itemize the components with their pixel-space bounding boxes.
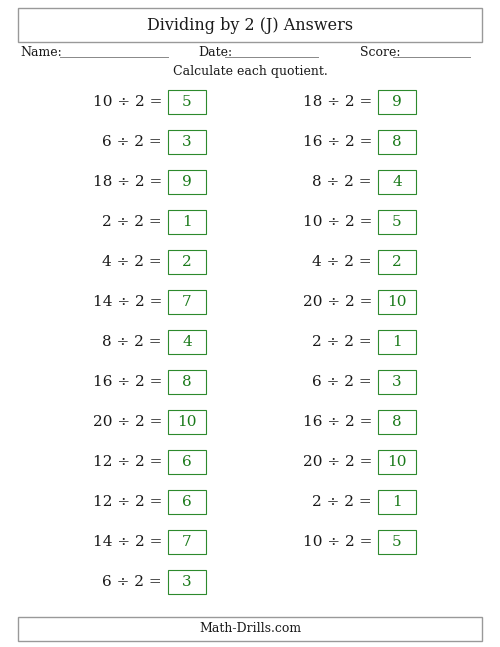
FancyBboxPatch shape: [168, 490, 206, 514]
Text: 6 ÷ 2 =: 6 ÷ 2 =: [102, 135, 162, 149]
Text: 12 ÷ 2 =: 12 ÷ 2 =: [92, 495, 162, 509]
Text: Dividing by 2 (J) Answers: Dividing by 2 (J) Answers: [147, 17, 353, 34]
Text: 8: 8: [392, 415, 402, 429]
Text: 3: 3: [182, 575, 192, 589]
Text: 6 ÷ 2 =: 6 ÷ 2 =: [312, 375, 372, 389]
Text: 10: 10: [387, 295, 407, 309]
Text: 2 ÷ 2 =: 2 ÷ 2 =: [312, 495, 372, 509]
Text: 3: 3: [182, 135, 192, 149]
Text: 1: 1: [392, 335, 402, 349]
FancyBboxPatch shape: [378, 170, 416, 194]
Text: 20 ÷ 2 =: 20 ÷ 2 =: [92, 415, 162, 429]
Text: 8: 8: [182, 375, 192, 389]
FancyBboxPatch shape: [378, 90, 416, 114]
Text: 8 ÷ 2 =: 8 ÷ 2 =: [312, 175, 372, 189]
FancyBboxPatch shape: [18, 617, 482, 641]
FancyBboxPatch shape: [378, 530, 416, 554]
FancyBboxPatch shape: [168, 290, 206, 314]
Text: 4: 4: [392, 175, 402, 189]
Text: 2 ÷ 2 =: 2 ÷ 2 =: [102, 215, 162, 229]
Text: Score:: Score:: [360, 45, 401, 58]
FancyBboxPatch shape: [168, 210, 206, 234]
Text: 2: 2: [392, 255, 402, 269]
FancyBboxPatch shape: [378, 210, 416, 234]
Text: 7: 7: [182, 535, 192, 549]
Text: 8: 8: [392, 135, 402, 149]
FancyBboxPatch shape: [378, 450, 416, 474]
Text: 6 ÷ 2 =: 6 ÷ 2 =: [102, 575, 162, 589]
Text: 5: 5: [392, 535, 402, 549]
FancyBboxPatch shape: [378, 250, 416, 274]
Text: 7: 7: [182, 295, 192, 309]
FancyBboxPatch shape: [168, 90, 206, 114]
Text: 18 ÷ 2 =: 18 ÷ 2 =: [303, 95, 372, 109]
Text: 1: 1: [392, 495, 402, 509]
Text: 12 ÷ 2 =: 12 ÷ 2 =: [92, 455, 162, 469]
FancyBboxPatch shape: [168, 530, 206, 554]
FancyBboxPatch shape: [168, 250, 206, 274]
Text: 4: 4: [182, 335, 192, 349]
Text: 4 ÷ 2 =: 4 ÷ 2 =: [312, 255, 372, 269]
Text: 1: 1: [182, 215, 192, 229]
Text: 9: 9: [392, 95, 402, 109]
Text: 10: 10: [177, 415, 197, 429]
Text: 4 ÷ 2 =: 4 ÷ 2 =: [102, 255, 162, 269]
Text: 2 ÷ 2 =: 2 ÷ 2 =: [312, 335, 372, 349]
Text: 3: 3: [392, 375, 402, 389]
Text: 5: 5: [392, 215, 402, 229]
FancyBboxPatch shape: [378, 370, 416, 394]
Text: 16 ÷ 2 =: 16 ÷ 2 =: [302, 415, 372, 429]
Text: 16 ÷ 2 =: 16 ÷ 2 =: [302, 135, 372, 149]
Text: Name:: Name:: [20, 45, 62, 58]
Text: 9: 9: [182, 175, 192, 189]
FancyBboxPatch shape: [168, 370, 206, 394]
FancyBboxPatch shape: [168, 170, 206, 194]
Text: 10: 10: [387, 455, 407, 469]
FancyBboxPatch shape: [378, 290, 416, 314]
Text: 2: 2: [182, 255, 192, 269]
Text: 6: 6: [182, 455, 192, 469]
FancyBboxPatch shape: [168, 130, 206, 154]
Text: Date:: Date:: [198, 45, 232, 58]
FancyBboxPatch shape: [378, 130, 416, 154]
Text: 6: 6: [182, 495, 192, 509]
Text: 14 ÷ 2 =: 14 ÷ 2 =: [92, 535, 162, 549]
FancyBboxPatch shape: [168, 410, 206, 434]
Text: 14 ÷ 2 =: 14 ÷ 2 =: [92, 295, 162, 309]
Text: 10 ÷ 2 =: 10 ÷ 2 =: [302, 535, 372, 549]
FancyBboxPatch shape: [378, 410, 416, 434]
FancyBboxPatch shape: [378, 330, 416, 354]
FancyBboxPatch shape: [18, 8, 482, 42]
FancyBboxPatch shape: [168, 330, 206, 354]
Text: Math-Drills.com: Math-Drills.com: [199, 622, 301, 635]
Text: 20 ÷ 2 =: 20 ÷ 2 =: [302, 295, 372, 309]
Text: 5: 5: [182, 95, 192, 109]
Text: 16 ÷ 2 =: 16 ÷ 2 =: [92, 375, 162, 389]
FancyBboxPatch shape: [378, 490, 416, 514]
FancyBboxPatch shape: [168, 570, 206, 594]
Text: 8 ÷ 2 =: 8 ÷ 2 =: [102, 335, 162, 349]
Text: Calculate each quotient.: Calculate each quotient.: [172, 65, 328, 78]
Text: 20 ÷ 2 =: 20 ÷ 2 =: [302, 455, 372, 469]
FancyBboxPatch shape: [168, 450, 206, 474]
Text: 10 ÷ 2 =: 10 ÷ 2 =: [302, 215, 372, 229]
Text: 10 ÷ 2 =: 10 ÷ 2 =: [92, 95, 162, 109]
Text: 18 ÷ 2 =: 18 ÷ 2 =: [93, 175, 162, 189]
